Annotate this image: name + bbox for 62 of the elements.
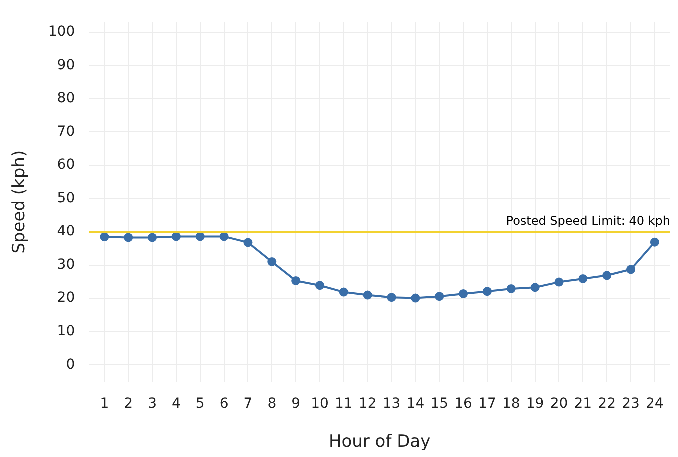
y-tick-label: 100 [48, 24, 76, 40]
y-tick-label: 10 [57, 324, 76, 340]
x-tick-label: 21 [574, 396, 592, 412]
x-tick-label: 19 [526, 396, 544, 412]
x-tick-label: 18 [502, 396, 520, 412]
x-tick-label: 9 [292, 396, 301, 412]
x-axis-title: Hour of Day [328, 432, 431, 452]
x-tick-label: 4 [172, 396, 181, 412]
x-tick-label: 7 [244, 396, 253, 412]
point [626, 265, 636, 274]
x-tick-label: 17 [478, 396, 496, 412]
y-tick-label: 90 [57, 57, 76, 74]
point [482, 287, 492, 296]
x-tick-label: 1 [100, 396, 110, 412]
point [220, 232, 229, 242]
point [196, 232, 205, 242]
ref-line-label: Posted Speed Limit: 40 kph [506, 214, 670, 228]
y-tick-label: 0 [66, 356, 76, 373]
x-tick-label: 14 [406, 396, 425, 412]
y-tick-label: 50 [57, 190, 76, 206]
x-tick-label: 11 [335, 396, 353, 412]
y-tick-label: 20 [57, 290, 76, 306]
point [339, 288, 348, 297]
y-tick-label: 60 [57, 157, 76, 174]
x-tick-label: 5 [196, 396, 205, 412]
point [292, 276, 301, 286]
point [315, 281, 324, 290]
x-tick-label: 24 [646, 396, 664, 412]
x-tick-label: 10 [311, 396, 329, 412]
point [387, 293, 396, 302]
y-axis-title: Speed (kph) [10, 150, 30, 254]
point [554, 278, 564, 287]
point [506, 284, 516, 294]
x-tick-label: 6 [220, 396, 229, 412]
y-tick-label: 80 [57, 90, 76, 107]
x-tick-label: 2 [124, 396, 134, 412]
point [124, 233, 134, 242]
x-tick-label: 12 [358, 396, 377, 412]
point [411, 294, 420, 303]
y-tick-label: 40 [57, 224, 76, 240]
x-tick-label: 22 [598, 396, 616, 412]
x-tick-label: 16 [454, 396, 473, 412]
x-tick-label: 20 [550, 396, 568, 412]
y-tick-label: 30 [57, 256, 76, 273]
point [363, 290, 372, 300]
point [602, 271, 612, 280]
point [530, 283, 540, 292]
point [459, 289, 468, 298]
x-tick-label: 13 [382, 396, 401, 412]
point [268, 258, 277, 266]
point [650, 238, 660, 247]
x-tick-label: 8 [268, 396, 277, 412]
x-tick-label: 3 [148, 396, 157, 412]
point [244, 238, 253, 248]
point [172, 232, 181, 242]
x-tick-label: 23 [622, 396, 640, 412]
point [100, 232, 110, 242]
x-tick-label: 15 [430, 396, 449, 412]
point [578, 274, 588, 284]
point [435, 292, 444, 302]
point [148, 233, 158, 242]
y-tick-label: 70 [57, 124, 76, 140]
